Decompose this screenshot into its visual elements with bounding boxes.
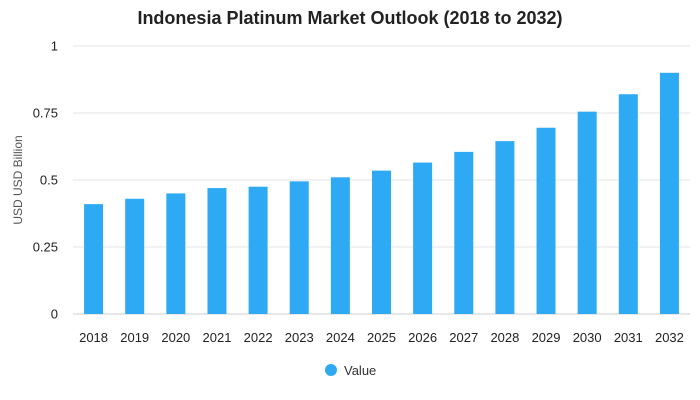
bar[interactable]: 2025: 0.535 xyxy=(372,170,391,314)
bar[interactable]: 2031: 0.82 xyxy=(618,94,638,315)
x-tick-label: 2032 xyxy=(655,330,684,345)
x-tick-label: 2022 xyxy=(244,330,273,345)
bar[interactable]: 2029: 0.695 xyxy=(536,127,556,315)
x-tick-label: 2019 xyxy=(120,330,149,345)
bar[interactable]: 2021: 0.47 xyxy=(207,188,227,314)
y-axis-label: USD USD Billion xyxy=(11,135,25,224)
x-tick-label: 2027 xyxy=(449,330,478,345)
bar-series: 2018: 0.41 2019: 0.43 2020: 0.45 2021: 0.47… xyxy=(84,72,679,315)
y-tick-label: 0.75 xyxy=(33,106,58,121)
x-tick-label: 2026 xyxy=(408,330,437,345)
bar[interactable]: 2020: 0.45 xyxy=(166,193,186,314)
x-tick-label: 2021 xyxy=(203,330,232,345)
bar[interactable]: 2022: 0.475 xyxy=(248,186,268,314)
x-tick-label: 2029 xyxy=(532,330,561,345)
legend[interactable]: Value xyxy=(325,363,376,378)
x-tick-label: 2020 xyxy=(161,330,190,345)
x-tick-label: 2024 xyxy=(326,330,355,345)
y-tick-label: 0 xyxy=(51,307,58,322)
bar[interactable]: 2026: 0.565 xyxy=(413,162,433,314)
x-tick-label: 2018 xyxy=(79,330,108,345)
chart-title: Indonesia Platinum Market Outlook (2018 … xyxy=(137,8,562,28)
bar[interactable]: 2027: 0.605 xyxy=(454,151,474,314)
bar[interactable]: 2024: 0.51 xyxy=(330,177,350,314)
x-tick-label: 2028 xyxy=(490,330,519,345)
x-axis-ticks: 2018 2019 2020 2021 2022 2023 2024 2025 2026 2027… xyxy=(79,330,684,345)
bar[interactable]: 2032: 0.9 xyxy=(659,72,679,314)
x-tick-label: 2030 xyxy=(573,330,602,345)
x-tick-label: 2023 xyxy=(285,330,314,345)
y-tick-label: 0.25 xyxy=(33,240,58,255)
y-tick-label: 0.5 xyxy=(40,173,58,188)
x-tick-label: 2025 xyxy=(367,330,396,345)
bar[interactable]: 2030: 0.755 xyxy=(577,111,597,314)
bar[interactable]: 2028: 0.645 xyxy=(495,141,515,314)
legend-marker-icon xyxy=(325,364,337,376)
x-tick-label: 2031 xyxy=(614,330,643,345)
bar[interactable]: 2023: 0.495 xyxy=(289,181,309,314)
bar[interactable]: 2018: 0.41 xyxy=(84,204,104,314)
bar[interactable]: 2019: 0.43 xyxy=(125,198,145,314)
y-tick-label: 1 xyxy=(51,39,58,54)
legend-label: Value xyxy=(344,363,376,378)
y-axis-ticks: 0 0.25 0.5 0.75 1 xyxy=(33,39,58,322)
